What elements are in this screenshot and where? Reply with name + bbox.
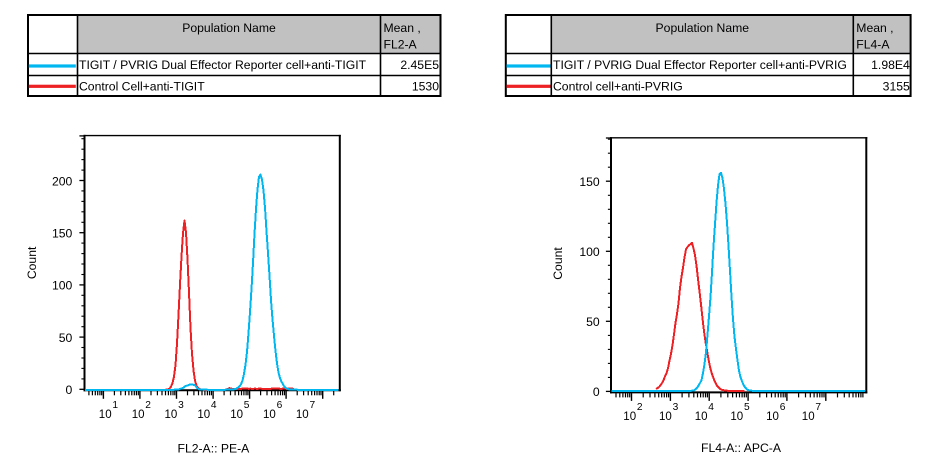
svg-text:4: 4 — [211, 400, 217, 411]
svg-text:50: 50 — [586, 315, 600, 329]
svg-text:3: 3 — [673, 402, 679, 413]
svg-text:10: 10 — [197, 409, 210, 421]
svg-text:200: 200 — [52, 174, 73, 188]
svg-text:150: 150 — [579, 175, 600, 189]
svg-text:6: 6 — [277, 400, 283, 411]
svg-text:5: 5 — [244, 400, 250, 411]
svg-text:FL2-A: FL2-A — [384, 37, 418, 51]
svg-text:100: 100 — [579, 245, 600, 259]
svg-text:FL2-A:: PE-A: FL2-A:: PE-A — [178, 442, 251, 456]
svg-text:3155: 3155 — [883, 79, 910, 93]
svg-text:10: 10 — [263, 409, 276, 421]
svg-text:5: 5 — [744, 402, 750, 413]
svg-text:10: 10 — [730, 411, 743, 423]
svg-text:10: 10 — [165, 409, 178, 421]
svg-text:3: 3 — [178, 400, 184, 411]
svg-text:10: 10 — [766, 411, 779, 423]
svg-text:50: 50 — [59, 331, 73, 345]
svg-text:150: 150 — [52, 227, 73, 241]
svg-text:Mean ,: Mean , — [384, 21, 421, 35]
svg-text:1530: 1530 — [412, 79, 439, 93]
svg-text:7: 7 — [310, 400, 316, 411]
svg-text:Control cell+anti-PVRIG: Control cell+anti-PVRIG — [553, 79, 683, 93]
svg-text:2.45E5: 2.45E5 — [400, 58, 439, 72]
svg-text:10: 10 — [623, 411, 636, 423]
svg-text:6: 6 — [780, 402, 786, 413]
svg-text:FL4-A:: APC-A: FL4-A:: APC-A — [701, 441, 782, 455]
svg-text:Mean ,: Mean , — [856, 21, 893, 35]
svg-text:10: 10 — [132, 409, 145, 421]
svg-text:10: 10 — [659, 411, 672, 423]
svg-text:Population Name: Population Name — [656, 21, 750, 35]
svg-text:10: 10 — [296, 409, 309, 421]
svg-text:0: 0 — [593, 385, 600, 399]
svg-text:100: 100 — [52, 279, 73, 293]
svg-text:Count: Count — [25, 246, 39, 279]
svg-text:2: 2 — [145, 400, 151, 411]
svg-text:4: 4 — [708, 402, 714, 413]
svg-text:10: 10 — [99, 409, 112, 421]
svg-text:10: 10 — [230, 409, 243, 421]
svg-text:TIGIT / PVRIG Dual Effector Re: TIGIT / PVRIG Dual Effector Reporter cel… — [79, 58, 367, 72]
svg-text:FL4-A: FL4-A — [856, 37, 890, 51]
svg-text:0: 0 — [66, 383, 73, 397]
svg-text:7: 7 — [815, 402, 821, 413]
svg-text:Population Name: Population Name — [182, 21, 276, 35]
svg-text:2: 2 — [637, 402, 643, 413]
svg-text:TIGIT / PVRIG Dual Effector Re: TIGIT / PVRIG Dual Effector Reporter cel… — [553, 58, 847, 72]
svg-text:Control Cell+anti-TIGIT: Control Cell+anti-TIGIT — [79, 79, 205, 93]
svg-text:1.98E4: 1.98E4 — [871, 58, 910, 72]
svg-text:10: 10 — [802, 411, 815, 423]
svg-text:1: 1 — [112, 400, 118, 411]
svg-text:Count: Count — [551, 247, 565, 280]
svg-text:10: 10 — [695, 411, 708, 423]
